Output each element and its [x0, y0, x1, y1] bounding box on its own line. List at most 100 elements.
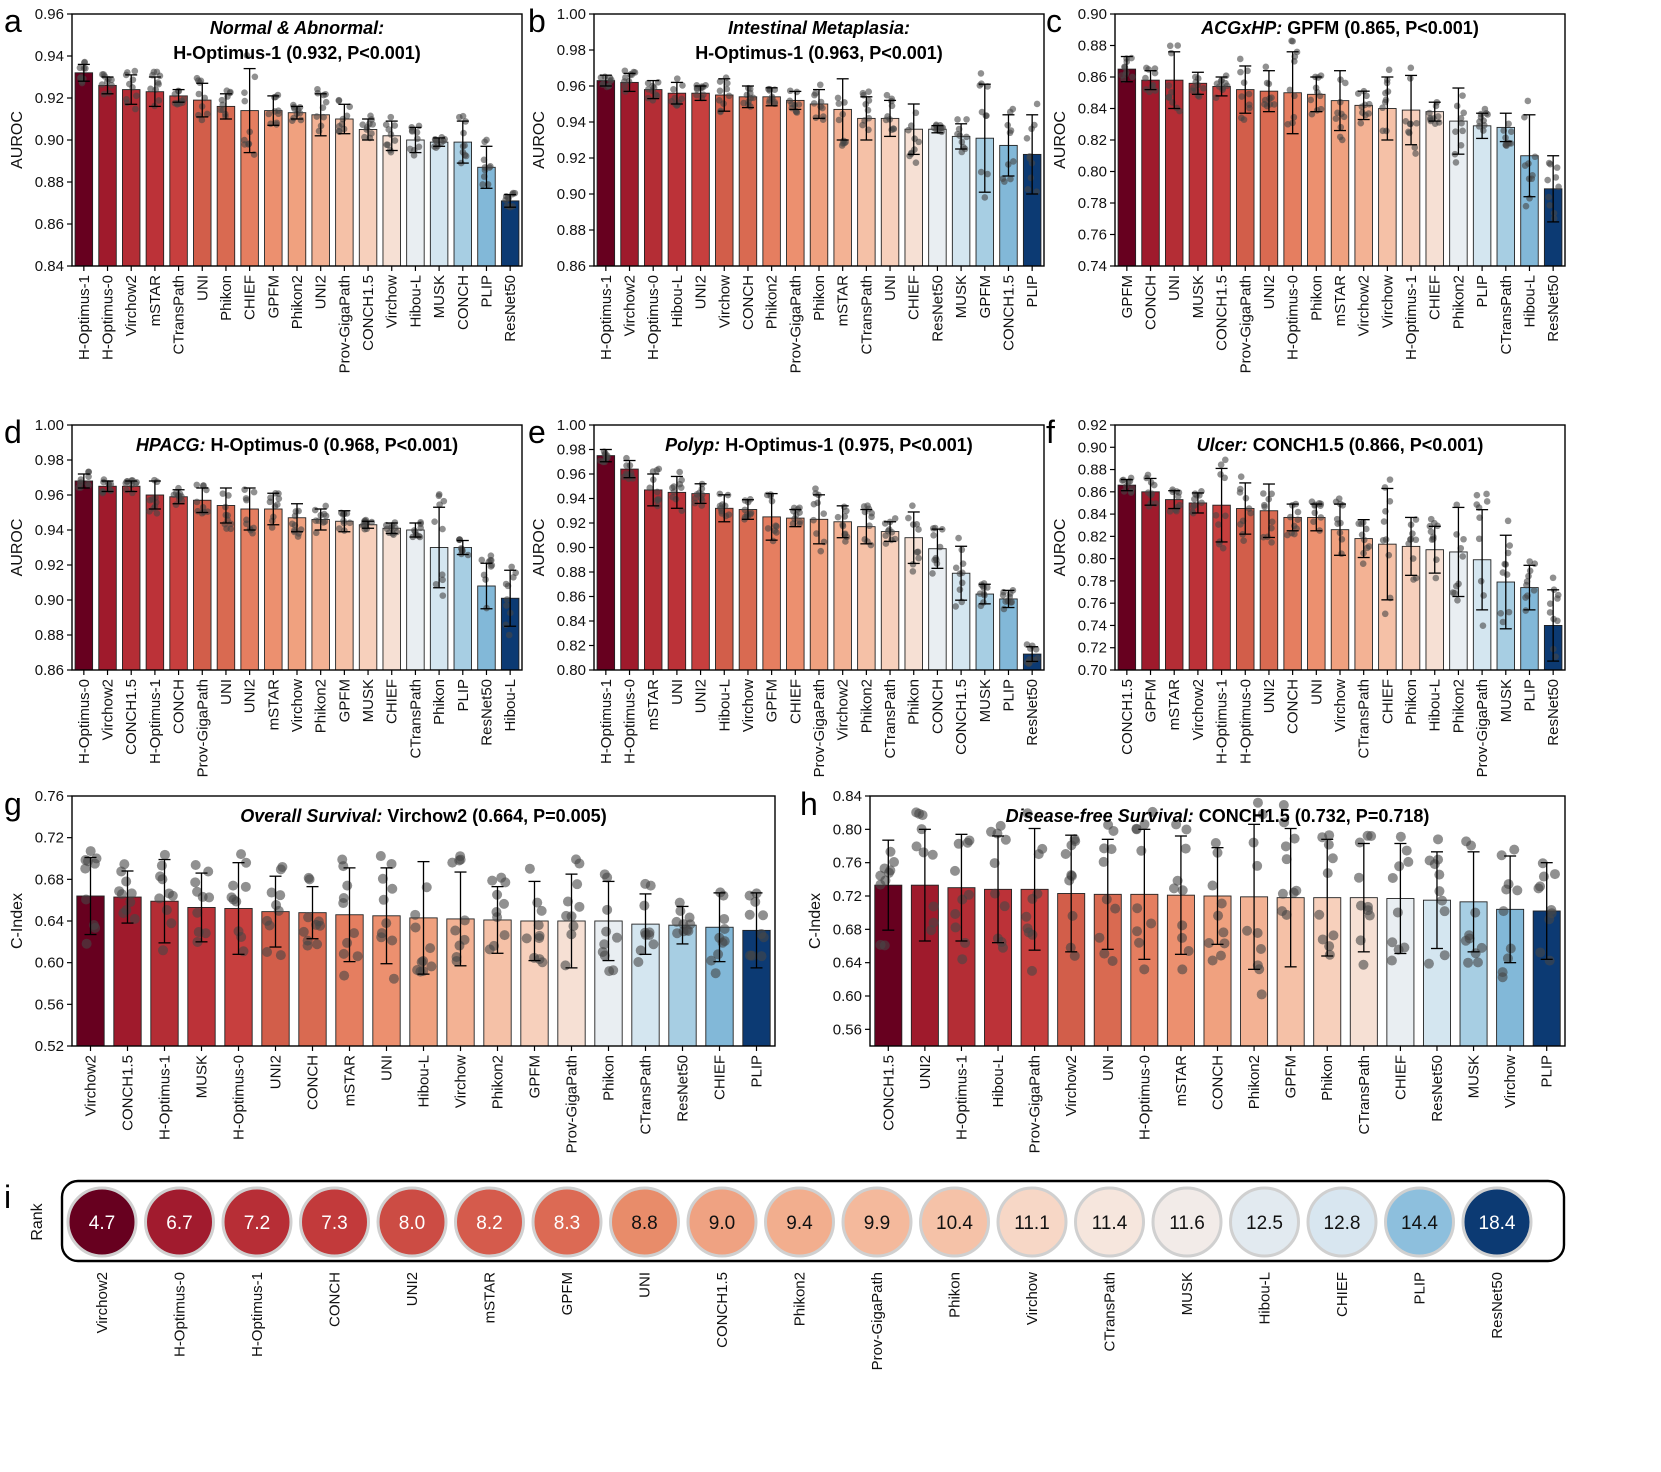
data-point [1337, 123, 1345, 131]
data-point [1294, 516, 1302, 524]
bar-MUSK [429, 141, 449, 267]
data-point [1342, 79, 1349, 87]
bar-CONCH [1283, 516, 1302, 671]
data-point [417, 518, 424, 526]
x-tick-label: CTransPath [1498, 275, 1515, 354]
data-point [572, 879, 583, 890]
data-point [1173, 503, 1181, 511]
rank-circle-UNI2 [376, 1186, 448, 1258]
y-tick-label: 0.56 [833, 1021, 862, 1038]
data-point [1240, 79, 1248, 86]
data-point [717, 108, 724, 116]
data-point [415, 532, 423, 540]
rank-value: 6.7 [166, 1213, 192, 1234]
rank-value: 12.8 [1324, 1213, 1361, 1234]
data-point [958, 579, 966, 587]
data-point [275, 495, 283, 502]
data-point [835, 100, 843, 107]
data-point [1531, 153, 1539, 161]
x-tick-label: CHIEF [906, 275, 923, 320]
data-point [693, 91, 700, 99]
rank-circle-GPFM [531, 1186, 603, 1258]
bar-UNI2 [311, 114, 330, 267]
chart-title-italic: Normal & Abnormal: [210, 18, 384, 38]
data-point [1236, 485, 1244, 493]
data-point [1216, 898, 1227, 909]
data-point [1151, 69, 1159, 77]
data-point [977, 70, 985, 77]
y-tick-label: 1.00 [35, 417, 64, 434]
rank-value: 8.2 [476, 1213, 502, 1234]
data-point [439, 592, 447, 599]
y-tick-label: 0.94 [35, 522, 64, 539]
y-tick-label: 0.78 [1078, 573, 1107, 590]
y-tick-label: 0.94 [557, 491, 586, 508]
x-tick-label: mSTAR [342, 1055, 359, 1107]
data-point [388, 973, 399, 984]
data-point [415, 122, 423, 130]
data-point [1027, 965, 1038, 976]
data-point [984, 170, 991, 178]
panel-letter-d: d [4, 414, 22, 450]
data-point [1407, 75, 1414, 82]
data-point [335, 97, 343, 105]
data-point [1317, 934, 1328, 945]
y-tick-label: 0.86 [35, 662, 64, 679]
data-point [363, 126, 371, 133]
x-tick-label: ResNet50 [929, 275, 946, 342]
rank-circle-Virchow2 [66, 1186, 138, 1258]
data-point [268, 524, 276, 531]
data-point [1461, 836, 1472, 847]
data-point [1177, 885, 1188, 896]
data-point [178, 97, 186, 104]
y-tick-label: 0.64 [833, 955, 862, 972]
x-tick-label: UNI [194, 275, 211, 301]
data-point [1385, 551, 1393, 559]
data-point [1291, 885, 1302, 896]
data-point [1453, 501, 1461, 509]
data-point [1535, 881, 1546, 892]
x-tick-label: PLIP [455, 679, 472, 712]
plot-frame [593, 13, 1045, 267]
x-tick-label: CONCH [1210, 1055, 1227, 1110]
data-point [157, 874, 168, 885]
data-point [510, 573, 517, 581]
data-point [1399, 942, 1410, 953]
data-point [435, 491, 443, 498]
data-point [432, 580, 440, 588]
data-point [599, 939, 610, 950]
x-tick-label: H-Optimus-0 [76, 679, 93, 764]
x-tick-label: mSTAR [645, 679, 662, 731]
x-tick-label: mSTAR [265, 679, 282, 731]
data-point [487, 162, 494, 170]
data-point [834, 94, 842, 102]
data-point [288, 520, 296, 528]
data-point [812, 114, 820, 121]
y-tick-label: 0.86 [557, 589, 586, 606]
y-tick-label: 0.84 [557, 613, 586, 630]
data-point [1497, 967, 1508, 978]
data-point [1236, 55, 1244, 63]
bar-ResNet50 [668, 924, 697, 1047]
data-point [1457, 544, 1465, 552]
bar-Hibou-L [715, 507, 734, 671]
data-point [335, 123, 343, 130]
bar-MUSK [951, 135, 971, 267]
data-point [1067, 910, 1078, 921]
data-point [440, 497, 448, 505]
rank-model-label: H-Optimus-0 [172, 1272, 189, 1357]
x-tick-label: H-Optimus-1 [157, 1055, 174, 1140]
data-point [339, 970, 350, 981]
x-tick-label: CONCH1.5 [1214, 275, 1231, 351]
x-tick-label: UNI2 [1261, 679, 1278, 713]
data-point [125, 897, 136, 908]
x-tick-label: ResNet50 [1545, 275, 1562, 342]
data-point [132, 105, 139, 113]
data-point [303, 912, 314, 923]
data-point [1223, 82, 1231, 90]
data-point [1552, 174, 1560, 181]
data-point [521, 933, 532, 944]
data-point [621, 67, 629, 75]
data-point [914, 808, 925, 819]
data-point [342, 880, 353, 891]
